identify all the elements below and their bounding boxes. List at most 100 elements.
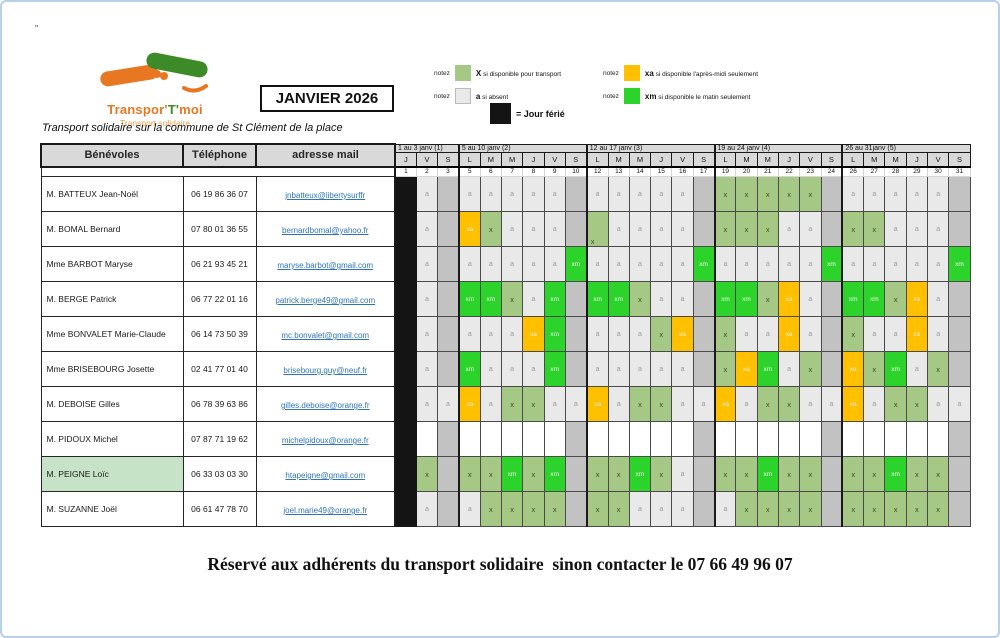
email-link[interactable]: gilles.deboise@orange.fr bbox=[280, 401, 370, 410]
availability-cell: a bbox=[479, 351, 502, 387]
availability-cell: a bbox=[735, 316, 758, 352]
volunteer-phone: 06 21 93 45 21 bbox=[182, 246, 257, 282]
availability-cell bbox=[393, 386, 417, 422]
availability-cell: xm bbox=[543, 351, 566, 387]
availability-cell bbox=[564, 351, 588, 387]
day-letter: V bbox=[415, 151, 439, 168]
availability-cell: x bbox=[628, 281, 652, 317]
availability-cell: a bbox=[607, 246, 630, 282]
availability-cell: xa bbox=[522, 316, 545, 352]
table-caption: Transport solidaire sur la commune de St… bbox=[42, 122, 343, 134]
availability-cell: a bbox=[650, 491, 673, 527]
volunteer-name: Mme BRISEBOURG Josette bbox=[40, 351, 184, 387]
availability-cell: a bbox=[522, 351, 545, 387]
day-letter: M bbox=[884, 151, 907, 168]
availability-cell: a bbox=[415, 281, 439, 317]
volunteer-row: Mme BONVALET Marie-Claude 06 14 73 50 39 m… bbox=[40, 316, 971, 352]
availability-cell: a bbox=[479, 246, 502, 282]
date-number: 29 bbox=[905, 166, 929, 177]
date-number: 31 bbox=[948, 166, 971, 177]
availability-cell: a bbox=[863, 176, 886, 212]
date-number: 1 bbox=[393, 166, 417, 177]
availability-cell: x bbox=[905, 491, 929, 527]
availability-cell: xm bbox=[756, 351, 779, 387]
availability-cell: x bbox=[841, 456, 865, 492]
availability-cell: a bbox=[543, 246, 566, 282]
availability-cell: xm bbox=[457, 281, 481, 317]
availability-cell: xm bbox=[607, 281, 630, 317]
availability-cell: a bbox=[628, 246, 652, 282]
date-number: 27 bbox=[863, 166, 886, 177]
availability-cell: xm bbox=[543, 456, 566, 492]
availability-cell bbox=[564, 176, 588, 212]
availability-cell bbox=[692, 351, 716, 387]
availability-cell: x bbox=[522, 491, 545, 527]
volunteer-row: M. BOMAL Bernard 07 80 01 36 55 bernardbom… bbox=[40, 211, 971, 247]
date-number: 21 bbox=[756, 166, 779, 177]
availability-cell: a bbox=[457, 176, 481, 212]
availability-cell: a bbox=[650, 351, 673, 387]
email-link[interactable]: maryse.barbot@gmail.com bbox=[277, 261, 374, 270]
date-number: 22 bbox=[777, 166, 801, 177]
email-link[interactable]: jnbatteux@libertysurffr bbox=[285, 191, 366, 200]
schedule-table: Bénévoles Téléphone adresse mail 1 au 3 jan… bbox=[40, 143, 971, 527]
email-link[interactable]: mc.bonvalet@gmail.com bbox=[281, 331, 370, 340]
availability-cell bbox=[564, 316, 588, 352]
availability-cell bbox=[393, 491, 417, 527]
email-link[interactable]: patrick.berge49@gmail.com bbox=[275, 296, 376, 305]
availability-cell: x bbox=[863, 456, 886, 492]
volunteer-name: M. PEIGNE Loïc bbox=[40, 456, 184, 492]
availability-cell bbox=[820, 421, 843, 457]
availability-cell bbox=[735, 421, 758, 457]
availability-cell bbox=[884, 421, 907, 457]
volunteer-name: M. DEBOISE Gilles bbox=[40, 386, 184, 422]
availability-cell bbox=[777, 421, 801, 457]
availability-cell: x bbox=[585, 211, 609, 247]
email-link[interactable]: brisebourg.guy@neuf.fr bbox=[283, 366, 368, 375]
availability-cell: a bbox=[650, 211, 673, 247]
availability-cell bbox=[820, 316, 843, 352]
legend-holiday: = Jour férié bbox=[490, 103, 565, 124]
availability-cell bbox=[437, 351, 460, 387]
email-link[interactable]: joel.marie49@orange.fr bbox=[283, 506, 368, 515]
availability-cell: a bbox=[777, 351, 801, 387]
availability-cell: a bbox=[756, 246, 779, 282]
availability-cell: a bbox=[607, 211, 630, 247]
availability-cell: a bbox=[522, 211, 545, 247]
availability-cell: a bbox=[500, 176, 524, 212]
day-letter: L bbox=[713, 151, 737, 168]
day-letter: V bbox=[543, 151, 566, 168]
availability-cell: a bbox=[671, 176, 694, 212]
volunteer-email-cell: jnbatteux@libertysurffr bbox=[255, 176, 396, 212]
date-number: 8 bbox=[522, 166, 545, 177]
availability-cell: xa bbox=[457, 211, 481, 247]
availability-cell: a bbox=[671, 456, 694, 492]
email-link[interactable]: htapeigne@gmail.com bbox=[285, 471, 366, 480]
availability-cell: xa bbox=[905, 316, 929, 352]
availability-cell: a bbox=[884, 176, 907, 212]
day-letter: V bbox=[671, 151, 694, 168]
availability-cell: a bbox=[756, 316, 779, 352]
availability-cell: xa bbox=[777, 281, 801, 317]
date-number: 9 bbox=[543, 166, 566, 177]
email-link[interactable]: bernardbomal@yahoo.fr bbox=[282, 226, 369, 235]
email-link[interactable]: michelpidoux@orange.fr bbox=[281, 436, 369, 445]
availability-cell: a bbox=[585, 176, 609, 212]
availability-cell bbox=[437, 281, 460, 317]
volunteer-name: M. PIDOUX Michel bbox=[40, 421, 184, 457]
day-letter: S bbox=[948, 151, 971, 168]
volunteer-phone: 02 41 77 01 40 bbox=[182, 351, 257, 387]
availability-cell: a bbox=[905, 211, 929, 247]
day-letter: J bbox=[777, 151, 801, 168]
volunteer-row: M. DEBOISE Gilles 06 78 39 63 86 gilles.de… bbox=[40, 386, 971, 422]
availability-cell: x bbox=[713, 351, 737, 387]
availability-cell: a bbox=[628, 211, 652, 247]
date-number: 15 bbox=[650, 166, 673, 177]
availability-cell bbox=[543, 421, 566, 457]
availability-cell: x bbox=[841, 316, 865, 352]
volunteer-name: M. BATTEUX Jean-Noël bbox=[40, 176, 184, 212]
day-letter: M bbox=[500, 151, 524, 168]
availability-cell: a bbox=[457, 246, 481, 282]
date-number: 10 bbox=[564, 166, 588, 177]
